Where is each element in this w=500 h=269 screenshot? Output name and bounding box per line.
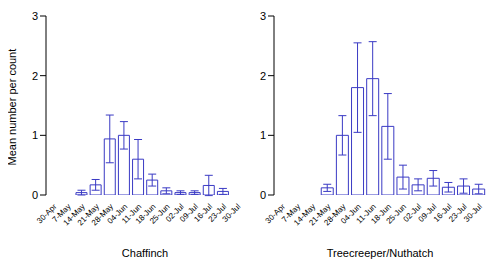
svg-text:30-Apr: 30-Apr bbox=[35, 202, 59, 226]
svg-text:04-Jun: 04-Jun bbox=[339, 202, 363, 226]
svg-text:Treecreeper/Nuthatch: Treecreeper/Nuthatch bbox=[327, 247, 434, 259]
svg-text:21-May: 21-May bbox=[307, 202, 333, 228]
svg-text:04-Jun: 04-Jun bbox=[105, 202, 130, 226]
svg-text:02-Jul: 02-Jul bbox=[401, 202, 424, 224]
svg-text:Mean number per count: Mean number per count bbox=[8, 49, 18, 166]
svg-text:1: 1 bbox=[32, 129, 38, 141]
svg-text:7-May: 7-May bbox=[280, 202, 303, 225]
svg-text:0: 0 bbox=[32, 189, 38, 201]
svg-text:23-Jul: 23-Jul bbox=[446, 202, 469, 224]
svg-text:16-Jul: 16-Jul bbox=[192, 202, 215, 224]
svg-text:21-May: 21-May bbox=[75, 202, 101, 228]
svg-text:11-Jun: 11-Jun bbox=[120, 202, 144, 226]
svg-text:30-Apr: 30-Apr bbox=[263, 202, 287, 226]
svg-text:30-Jul: 30-Jul bbox=[221, 202, 243, 224]
svg-text:2: 2 bbox=[32, 70, 38, 82]
svg-text:23-Jul: 23-Jul bbox=[206, 202, 229, 224]
svg-text:30-Jul: 30-Jul bbox=[462, 202, 484, 224]
svg-text:28-May: 28-May bbox=[89, 202, 116, 228]
svg-text:2: 2 bbox=[260, 70, 266, 82]
svg-text:14-May: 14-May bbox=[292, 202, 318, 228]
svg-text:16-Jul: 16-Jul bbox=[431, 202, 454, 224]
svg-text:Chaffinch: Chaffinch bbox=[122, 247, 168, 259]
svg-text:18-Jun: 18-Jun bbox=[369, 202, 393, 226]
svg-text:09-Jul: 09-Jul bbox=[178, 202, 200, 224]
svg-text:3: 3 bbox=[260, 10, 266, 22]
svg-text:25-Jun: 25-Jun bbox=[384, 202, 409, 226]
svg-text:1: 1 bbox=[260, 129, 266, 141]
svg-text:28-May: 28-May bbox=[322, 202, 348, 228]
svg-text:18-Jun: 18-Jun bbox=[133, 202, 158, 226]
svg-text:3: 3 bbox=[32, 10, 38, 22]
svg-text:7-May: 7-May bbox=[50, 202, 73, 225]
svg-text:25-Jun: 25-Jun bbox=[148, 202, 172, 226]
svg-text:11-Jun: 11-Jun bbox=[354, 202, 378, 226]
svg-text:14-May: 14-May bbox=[61, 202, 87, 228]
svg-text:02-Jul: 02-Jul bbox=[164, 202, 186, 224]
svg-text:0: 0 bbox=[260, 189, 266, 201]
svg-text:09-Jul: 09-Jul bbox=[416, 202, 439, 224]
